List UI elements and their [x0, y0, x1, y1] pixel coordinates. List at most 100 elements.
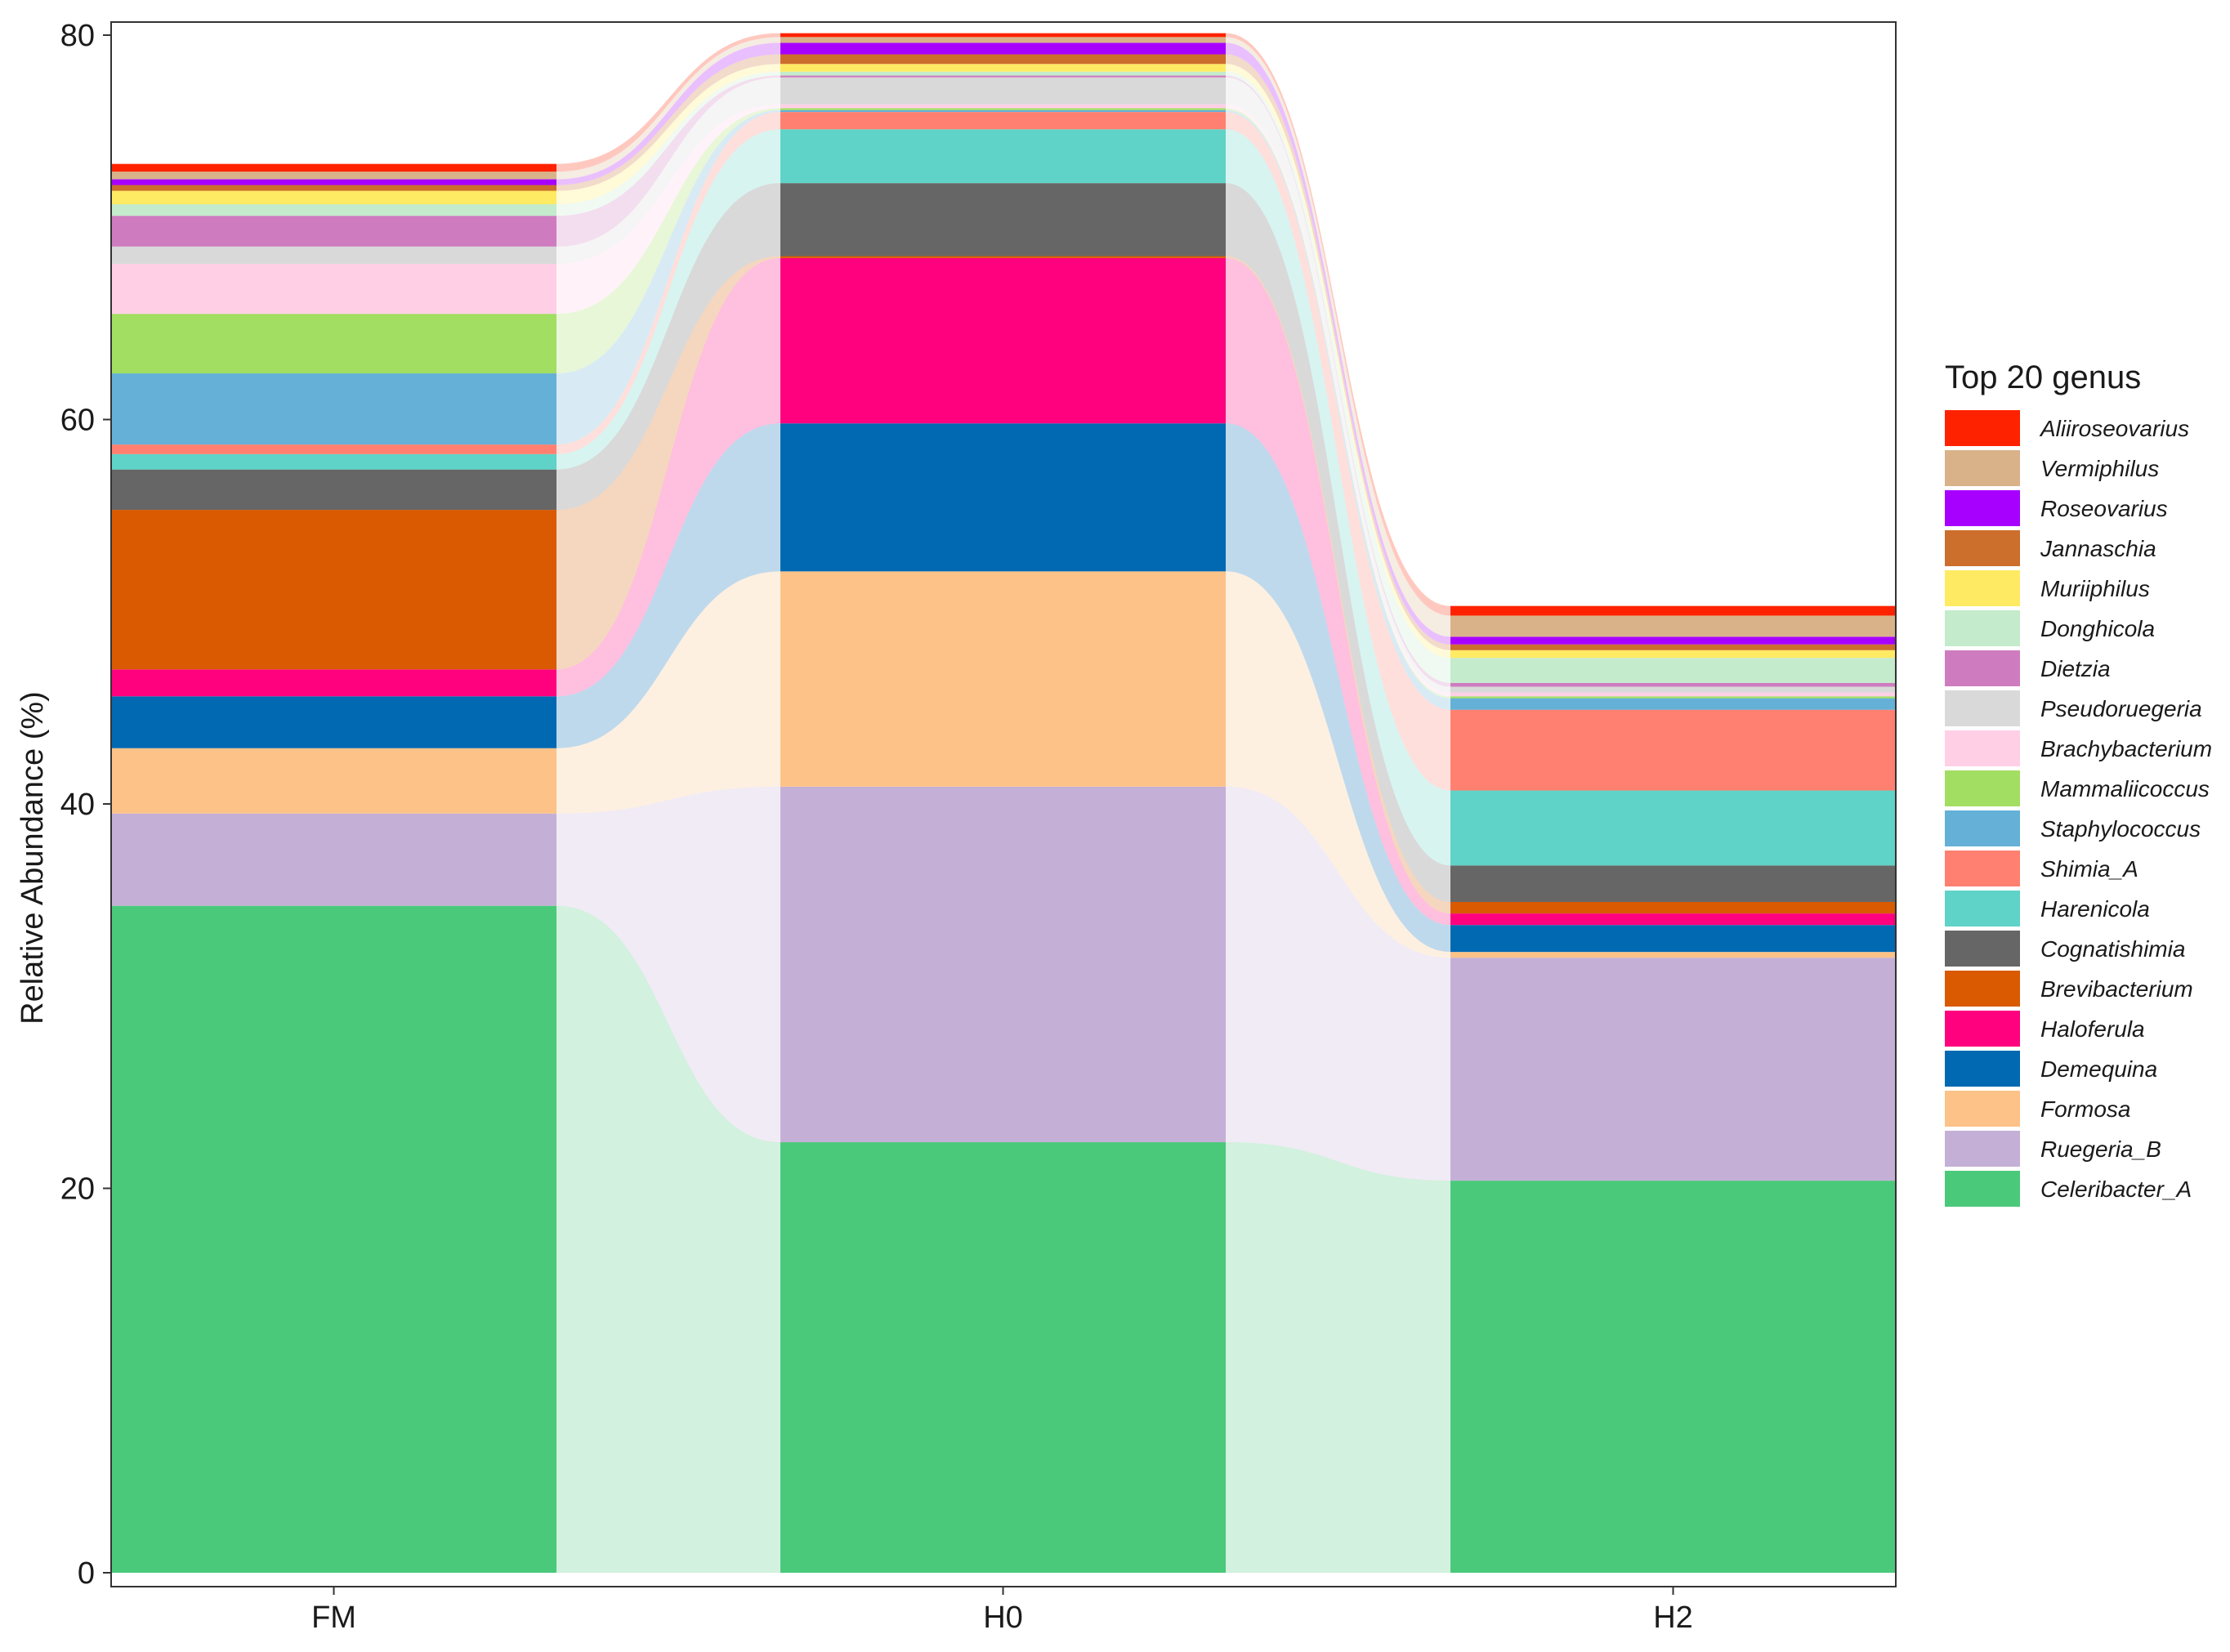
bar-brevibacterium-h2: [1450, 901, 1896, 914]
legend-key-muriiphilus: [1945, 570, 2020, 606]
flow-staphylococcus-0: [556, 109, 780, 445]
bar-dietzia-h0: [780, 75, 1226, 78]
bar-formosa-fm: [111, 748, 556, 814]
bar-mammaliicoccus-h0: [780, 108, 1226, 110]
bar-vermiphilus-h2: [1450, 615, 1896, 637]
flow-pseudoruegeria-1: [1226, 77, 1450, 693]
legend-label-aliiroseovarius: Aliiroseovarius: [2039, 416, 2189, 441]
legend-label-ruegeria-b: Ruegeria_B: [2040, 1136, 2161, 1162]
flows-layer: [556, 33, 1450, 1573]
y-tick-label: 0: [78, 1556, 95, 1591]
flow-dietzia-0: [556, 75, 780, 247]
y-tick-label: 80: [60, 19, 95, 53]
legend-label-haloferula: Haloferula: [2040, 1016, 2145, 1042]
legend-label-donghicola: Donghicola: [2040, 616, 2155, 641]
x-axis: FM H0 H2: [311, 1587, 1693, 1635]
flow-roseovarius-1: [1226, 42, 1450, 645]
bar-cognatishimia-h2: [1450, 865, 1896, 902]
bar-staphylococcus-fm: [111, 373, 556, 445]
bar-donghicola-h0: [780, 71, 1226, 76]
bar-mammaliicoccus-h2: [1450, 696, 1896, 699]
bar-demequina-h2: [1450, 925, 1896, 953]
bar-roseovarius-h0: [780, 42, 1226, 55]
bar-brevibacterium-h0: [780, 256, 1226, 258]
bar-aliiroseovarius-h0: [780, 33, 1226, 38]
legend-label-muriiphilus: Muriiphilus: [2040, 576, 2150, 601]
flow-brachybacterium-1: [1226, 104, 1450, 697]
legend-key-roseovarius: [1945, 490, 2020, 526]
bar-demequina-fm: [111, 696, 556, 748]
y-axis: 0 20 40 60 80: [60, 19, 111, 1591]
bar-vermiphilus-fm: [111, 172, 556, 180]
bar-cognatishimia-h0: [780, 183, 1226, 257]
bar-celeribacter-a-fm: [111, 905, 556, 1573]
bar-pseudoruegeria-h2: [1450, 686, 1896, 693]
bar-staphylococcus-h0: [780, 109, 1226, 113]
flow-donghicola-1: [1226, 71, 1450, 683]
flow-pseudoruegeria-0: [556, 77, 780, 264]
legend-title: Top 20 genus: [1945, 359, 2141, 395]
legend-label-vermiphilus: Vermiphilus: [2040, 456, 2159, 481]
bar-jannaschia-h2: [1450, 644, 1896, 650]
legend-label-brevibacterium: Brevibacterium: [2040, 976, 2193, 1002]
bar-shimia-a-h0: [780, 112, 1226, 130]
flow-jannaschia-1: [1226, 54, 1450, 650]
bar-roseovarius-h2: [1450, 636, 1896, 645]
y-axis-title: Relative Abundance (%): [16, 691, 50, 1025]
legend-label-roseovarius: Roseovarius: [2040, 496, 2168, 521]
bar-ruegeria-b-h2: [1450, 958, 1896, 1181]
flow-dietzia-1: [1226, 75, 1450, 687]
flow-roseovarius-0: [556, 42, 780, 185]
bar-donghicola-h2: [1450, 658, 1896, 683]
bar-haloferula-fm: [111, 669, 556, 697]
legend-key-formosa: [1945, 1091, 2020, 1127]
legend-key-staphylococcus: [1945, 810, 2020, 846]
bar-brachybacterium-h2: [1450, 692, 1896, 697]
legend-key-pseudoruegeria: [1945, 690, 2020, 726]
bar-shimia-a-fm: [111, 444, 556, 454]
y-tick-label: 40: [60, 788, 95, 822]
x-tick-label-fm: FM: [311, 1601, 356, 1635]
legend-label-staphylococcus: Staphylococcus: [2040, 816, 2201, 842]
legend-label-shimia-a: Shimia_A: [2040, 856, 2138, 882]
flow-cognatishimia-0: [556, 183, 780, 511]
bar-muriiphilus-fm: [111, 190, 556, 205]
x-tick-label-h2: H2: [1653, 1601, 1693, 1635]
bar-ruegeria-b-h0: [780, 786, 1226, 1143]
flow-brevibacterium-0: [556, 256, 780, 670]
bar-formosa-h2: [1450, 952, 1896, 958]
bar-vermiphilus-h0: [780, 37, 1226, 43]
legend-key-harenicola: [1945, 891, 2020, 926]
bar-roseovarius-fm: [111, 179, 556, 185]
flow-donghicola-0: [556, 71, 780, 217]
legend-key-mammaliicoccus: [1945, 770, 2020, 806]
legend-label-mammaliicoccus: Mammaliicoccus: [2040, 776, 2210, 801]
flow-brevibacterium-1: [1226, 256, 1450, 914]
bar-muriiphilus-h0: [780, 64, 1226, 72]
flow-demequina-1: [1226, 423, 1450, 953]
bar-dietzia-fm: [111, 216, 556, 247]
legend-key-haloferula: [1945, 1011, 2020, 1047]
flow-celeribacter-a-0: [556, 905, 780, 1573]
legend-key-vermiphilus: [1945, 450, 2020, 486]
legend-label-cognatishimia: Cognatishimia: [2040, 936, 2185, 962]
flow-haloferula-0: [556, 257, 780, 697]
flow-formosa-1: [1226, 571, 1450, 958]
flow-shimia-a-1: [1226, 112, 1450, 791]
flow-formosa-0: [556, 571, 780, 814]
flow-muriiphilus-1: [1226, 64, 1450, 659]
flow-vermiphilus-1: [1226, 37, 1450, 637]
bar-celeribacter-a-h2: [1450, 1181, 1896, 1573]
bar-demequina-h0: [780, 423, 1226, 572]
flow-staphylococcus-1: [1226, 109, 1450, 710]
legend: Top 20 genus Aliiroseovarius Vermiphilus R…: [1945, 359, 2212, 1207]
legend-key-cognatishimia: [1945, 931, 2020, 967]
bar-jannaschia-fm: [111, 185, 556, 191]
bar-ruegeria-b-fm: [111, 813, 556, 906]
x-tick-label-h0: H0: [983, 1601, 1023, 1635]
bar-cognatishimia-fm: [111, 469, 556, 511]
bars-layer: [111, 33, 1896, 1573]
flow-muriiphilus-0: [556, 64, 780, 205]
bar-jannaschia-h0: [780, 54, 1226, 65]
